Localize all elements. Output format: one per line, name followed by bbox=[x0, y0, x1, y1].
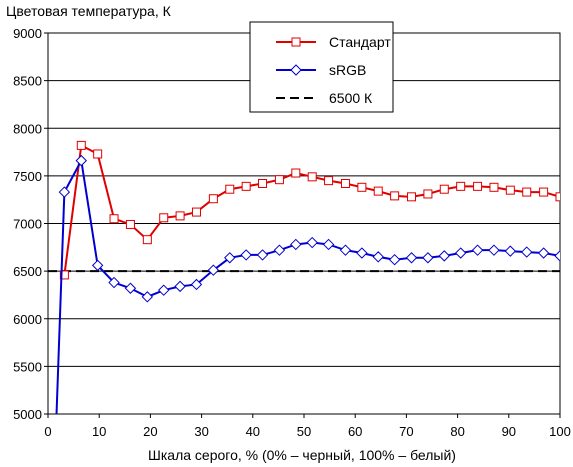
data-point-srgb bbox=[322, 238, 335, 251]
y-axis-ticks: 5000 5500 6000 6500 7000 7500 8000 8500 9000 bbox=[13, 26, 48, 422]
data-point-standard bbox=[142, 235, 152, 245]
legend-marker-srgb bbox=[290, 64, 302, 76]
data-point-standard bbox=[274, 175, 284, 185]
data-point-srgb bbox=[356, 247, 368, 259]
data-point-standard bbox=[539, 187, 549, 197]
data-point-standard bbox=[191, 207, 201, 217]
data-point-srgb bbox=[58, 186, 71, 198]
data-point-srgb bbox=[51, 419, 61, 429]
legend-marker-standard bbox=[291, 37, 301, 47]
data-point-standard bbox=[522, 187, 532, 197]
data-point-srgb bbox=[405, 252, 418, 264]
data-point-standard bbox=[59, 270, 69, 280]
x-tick-label: 70 bbox=[399, 424, 413, 439]
data-point-standard bbox=[423, 189, 433, 199]
x-tick-label: 0 bbox=[44, 424, 51, 439]
y-tick-label: 9000 bbox=[13, 26, 42, 41]
data-point-srgb bbox=[240, 249, 252, 261]
data-point-standard bbox=[340, 178, 350, 188]
x-tick-label: 10 bbox=[92, 424, 106, 439]
data-point-srgb bbox=[422, 252, 434, 264]
legend-label-reference: 6500 К bbox=[329, 90, 373, 106]
data-point-srgb bbox=[91, 259, 104, 272]
data-point-standard bbox=[357, 182, 367, 192]
data-point-srgb bbox=[504, 245, 517, 257]
data-point-srgb bbox=[521, 246, 533, 258]
data-point-srgb bbox=[141, 291, 154, 303]
y-tick-label: 8500 bbox=[13, 74, 42, 89]
y-tick-label: 5500 bbox=[13, 359, 42, 374]
data-point-standard bbox=[241, 181, 251, 191]
legend-box bbox=[249, 21, 394, 113]
data-point-srgb bbox=[174, 280, 186, 293]
data-point-standard bbox=[439, 184, 449, 194]
data-point-standard bbox=[407, 192, 417, 202]
data-point-standard bbox=[175, 211, 185, 221]
y-tick-label: 7000 bbox=[13, 217, 42, 232]
data-point-srgb bbox=[372, 251, 384, 263]
data-point-srgb bbox=[488, 244, 500, 256]
y-tick-label: 5000 bbox=[13, 407, 42, 422]
data-point-srgb bbox=[256, 249, 269, 261]
data-point-standard bbox=[489, 182, 499, 192]
data-point-standard bbox=[225, 184, 235, 194]
y-axis-title: Цветовая температура, К bbox=[6, 3, 172, 19]
legend: Стандарт sRGB 6500 К bbox=[249, 21, 394, 113]
data-point-srgb bbox=[306, 236, 318, 249]
data-point-standard bbox=[258, 178, 268, 188]
x-tick-label: 50 bbox=[297, 424, 311, 439]
x-tick-label: 100 bbox=[549, 424, 571, 439]
x-axis-ticks: 0 10 20 30 40 50 60 70 80 90 100 bbox=[44, 414, 571, 439]
series-line-standard bbox=[63, 143, 560, 276]
x-tick-label: 60 bbox=[348, 424, 362, 439]
x-axis-title: Шкала серого, % (0% – черный, 100% – бел… bbox=[148, 447, 456, 463]
data-point-srgb bbox=[108, 276, 120, 289]
x-tick-label: 90 bbox=[502, 424, 516, 439]
y-tick-label: 6500 bbox=[13, 264, 42, 279]
data-point-srgb bbox=[438, 250, 450, 262]
data-point-standard bbox=[208, 194, 218, 204]
data-point-standard bbox=[291, 168, 301, 178]
x-tick-label: 20 bbox=[143, 424, 157, 439]
data-point-standard bbox=[307, 172, 317, 182]
data-point-srgb bbox=[190, 278, 203, 291]
data-point-standard bbox=[555, 192, 560, 202]
data-point-srgb bbox=[290, 238, 302, 251]
data-point-standard bbox=[109, 214, 119, 224]
data-point-srgb bbox=[75, 154, 87, 167]
x-tick-label: 30 bbox=[194, 424, 208, 439]
data-point-srgb bbox=[224, 252, 236, 264]
data-point-srgb bbox=[339, 244, 352, 256]
data-point-srgb bbox=[158, 284, 170, 296]
y-tick-label: 6000 bbox=[13, 312, 42, 327]
data-point-standard bbox=[76, 140, 86, 150]
data-point-standard bbox=[373, 186, 383, 196]
data-point-srgb bbox=[124, 282, 137, 294]
data-point-srgb bbox=[454, 247, 467, 259]
data-point-srgb bbox=[537, 247, 550, 259]
data-point-standard bbox=[473, 181, 483, 191]
data-point-standard bbox=[390, 191, 400, 201]
series-srgb bbox=[51, 154, 560, 429]
data-point-standard bbox=[324, 176, 334, 186]
data-point-srgb bbox=[554, 250, 560, 262]
legend-label-standard: Стандарт bbox=[329, 34, 391, 50]
data-point-srgb bbox=[471, 244, 484, 256]
x-tick-label: 80 bbox=[450, 424, 464, 439]
data-point-srgb bbox=[388, 253, 401, 266]
series-layer bbox=[48, 140, 560, 429]
data-point-standard bbox=[159, 213, 169, 223]
data-point-standard bbox=[505, 185, 515, 195]
data-point-standard bbox=[456, 181, 466, 191]
data-point-srgb bbox=[273, 244, 286, 256]
legend-label-srgb: sRGB bbox=[329, 62, 366, 78]
series-standard bbox=[59, 140, 560, 280]
x-tick-label: 40 bbox=[246, 424, 260, 439]
data-point-srgb bbox=[207, 264, 220, 276]
data-point-standard bbox=[125, 219, 135, 229]
y-tick-label: 7500 bbox=[13, 169, 42, 184]
data-point-standard bbox=[93, 149, 103, 159]
y-tick-label: 8000 bbox=[13, 121, 42, 136]
